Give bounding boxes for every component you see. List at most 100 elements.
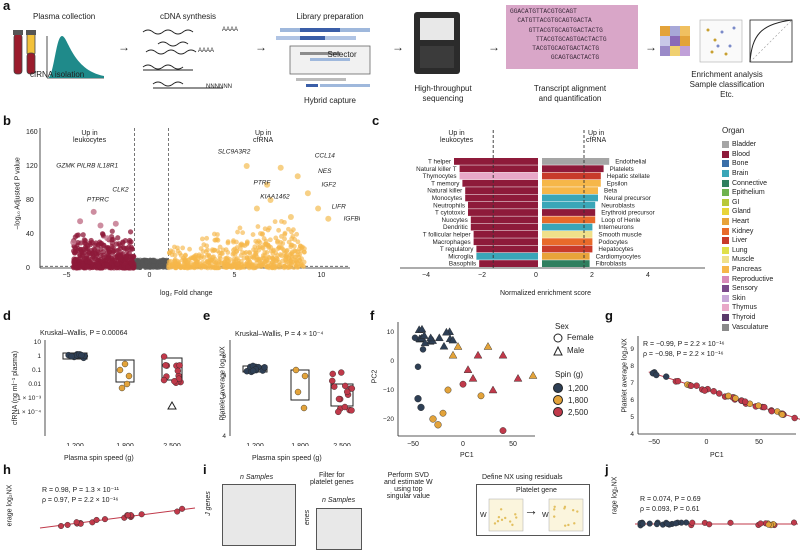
pca-point	[417, 403, 425, 412]
volcano-point	[114, 261, 120, 267]
volcano-point	[272, 219, 278, 225]
panel-h-stat2: ρ = 0.97, P = 2.2 × 10⁻¹⁶	[42, 497, 119, 504]
scatg-xtick: −50	[648, 439, 660, 445]
volcano-point	[84, 264, 90, 270]
volcano-xtick: 5	[233, 272, 237, 279]
pca-point	[434, 333, 444, 342]
panel-d-point	[116, 366, 124, 374]
organ-legend-label: Heart	[732, 218, 750, 226]
cdna-tag-3: NNNNNN	[206, 84, 232, 90]
scatj-point	[664, 520, 671, 527]
enrichment-illustration	[660, 19, 793, 63]
panel-i-mini-point	[496, 520, 500, 523]
organ-legend-swatch	[722, 323, 729, 331]
volcano-point	[214, 265, 220, 271]
organ-legend-label: Muscle	[732, 256, 755, 264]
organ-legend-label: Brain	[732, 170, 749, 178]
volcano-point	[267, 237, 273, 243]
arrow-a4: →	[488, 40, 500, 54]
volcano-point	[71, 250, 78, 256]
panel-i-mini-plot-1	[488, 498, 524, 532]
scatj-point	[646, 520, 653, 527]
organ-legend-item: Thymus	[722, 303, 773, 313]
pca-point	[442, 327, 451, 336]
sequencing-label: High-throughput sequencing	[414, 84, 472, 103]
scatg-point	[674, 377, 682, 385]
scath-point	[174, 508, 181, 515]
volcano-point	[315, 205, 322, 212]
enrich-bar-right	[542, 223, 593, 231]
enrich-bar-left	[459, 165, 538, 173]
spin-legend-label: 1,200	[568, 383, 589, 393]
volcano-point	[89, 239, 95, 246]
enrich-bar-right	[542, 216, 596, 224]
scatg-point	[663, 373, 670, 380]
enrich-bar-right	[542, 209, 596, 216]
arrow-a5: →	[645, 40, 657, 54]
panel-d-point	[167, 400, 177, 410]
enrich-label-right: Interneurons	[598, 224, 633, 231]
pca-point	[439, 341, 449, 350]
panel-f-label: f	[370, 308, 375, 323]
volcano-point	[286, 239, 292, 245]
cdna-tag-1: AAAA	[222, 27, 239, 33]
enrich-label-right: Neural precursor	[604, 195, 651, 202]
panel-c-label: c	[372, 113, 380, 128]
organ-legend-item: Lung	[722, 246, 773, 256]
pca-point	[417, 324, 427, 333]
scatg-point	[687, 382, 695, 389]
volcano-point	[325, 215, 332, 222]
volcano-point	[235, 229, 240, 235]
scatj-point	[639, 520, 646, 527]
volcano-gene-label: KIAA1462	[260, 193, 290, 200]
volcano-point	[115, 235, 121, 241]
panel-g-stat1: R = −0.99, P = 2.2 × 10⁻¹⁶	[643, 341, 725, 348]
volcano-point	[73, 265, 79, 271]
organ-legend-label: Bladder	[732, 141, 757, 149]
enrich-label-right: Epsilon	[607, 180, 628, 187]
volcano-gene-label: IGF2	[322, 181, 337, 188]
volcano-point	[288, 264, 294, 270]
volcano-ytick: 40	[26, 231, 34, 238]
panel-e-point	[329, 370, 336, 378]
scatj-point	[672, 520, 679, 527]
volcano-point	[220, 247, 226, 253]
volcano-point	[75, 240, 81, 246]
panel-h-stat1: R = 0.98, P = 1.3 × 10⁻¹¹	[42, 487, 119, 494]
volcano-point	[302, 249, 307, 255]
volcano-point	[127, 229, 134, 235]
volcano-ytick: 80	[26, 197, 34, 204]
volcano-point	[243, 163, 250, 169]
volcano-point	[199, 253, 205, 259]
volcano-point	[235, 264, 240, 270]
pca-point	[419, 346, 427, 353]
scath-point	[73, 519, 80, 526]
volcano-point	[255, 263, 261, 269]
enrich-label-left: T memory	[431, 180, 460, 187]
volcano-point	[195, 256, 201, 262]
female-legend-symbol	[553, 333, 563, 343]
volcano-point	[276, 227, 282, 233]
volcano-point	[204, 253, 210, 258]
volcano-point	[80, 232, 86, 238]
pca-point	[473, 350, 483, 359]
organ-legend-swatch	[722, 189, 729, 197]
pca-xtick: 0	[461, 441, 465, 448]
scatj-point	[706, 521, 713, 528]
volcano-point	[105, 255, 111, 261]
organ-legend-label: Thymus	[732, 304, 757, 312]
panel-d-point	[176, 362, 183, 369]
enrich-bar-left	[473, 238, 538, 246]
organ-legend-label: Reproductive	[732, 275, 774, 283]
organ-legend-item: GI	[722, 198, 773, 208]
volcano-xtick: −5	[63, 272, 71, 279]
organ-legend-title: Organ	[722, 126, 745, 135]
organ-legend-item: Bladder	[722, 140, 773, 150]
panel-a-label: a	[3, 0, 11, 13]
panel-d-point	[160, 353, 168, 360]
volcano-point	[160, 259, 165, 264]
panel-f-ylabel: PC2	[371, 369, 379, 384]
volcano-point	[143, 263, 148, 268]
panel-j-ylabel: rage log₂NX	[611, 476, 619, 515]
volcano-point	[71, 258, 77, 264]
